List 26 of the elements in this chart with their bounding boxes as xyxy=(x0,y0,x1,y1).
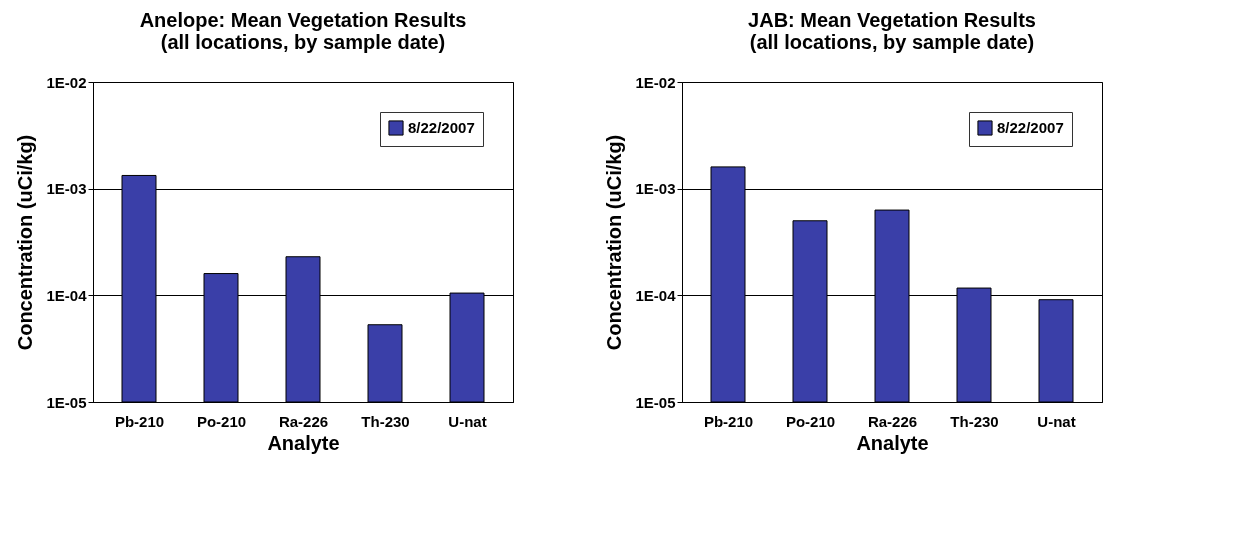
x-tick-label: Po-210 xyxy=(196,412,247,430)
x-tick-label: Ra-226 xyxy=(867,412,918,430)
y-axis-title: Concentration (uCi/kg) xyxy=(14,134,37,351)
y-tick-label: 1E-03 xyxy=(635,180,676,198)
legend-label: 8/22/2007 xyxy=(997,119,1064,136)
x-tick-label: U-nat xyxy=(1037,412,1076,430)
x-axis-title: Analyte xyxy=(267,431,340,454)
chart-title: Anelope: Mean Vegetation Results (all locations, by sample date) xyxy=(139,9,467,53)
y-axis-title: Concentration (uCi/kg) xyxy=(603,134,626,351)
y-tick-label: 1E-05 xyxy=(635,393,676,411)
y-tick-label: 1E-04 xyxy=(46,286,88,304)
x-tick-label: Pb-210 xyxy=(114,412,165,430)
x-tick-label: Th-230 xyxy=(361,412,410,430)
chart-title: JAB: Mean Vegetation Results (all locations, by sample date) xyxy=(748,9,1036,53)
x-tick-label: Th-230 xyxy=(950,412,999,430)
y-tick-label: 1E-05 xyxy=(46,393,87,411)
x-tick-label: Ra-226 xyxy=(278,412,329,430)
y-tick-label: 1E-04 xyxy=(635,286,677,304)
legend-label: 8/22/2007 xyxy=(408,119,475,136)
x-tick-label: U-nat xyxy=(448,412,487,430)
y-tick-label: 1E-03 xyxy=(46,180,87,198)
x-axis-title: Analyte xyxy=(856,431,929,454)
x-tick-label: Pb-210 xyxy=(703,412,754,430)
y-tick-label: 1E-02 xyxy=(46,73,87,91)
x-tick-label: Po-210 xyxy=(785,412,836,430)
y-tick-label: 1E-02 xyxy=(635,73,676,91)
